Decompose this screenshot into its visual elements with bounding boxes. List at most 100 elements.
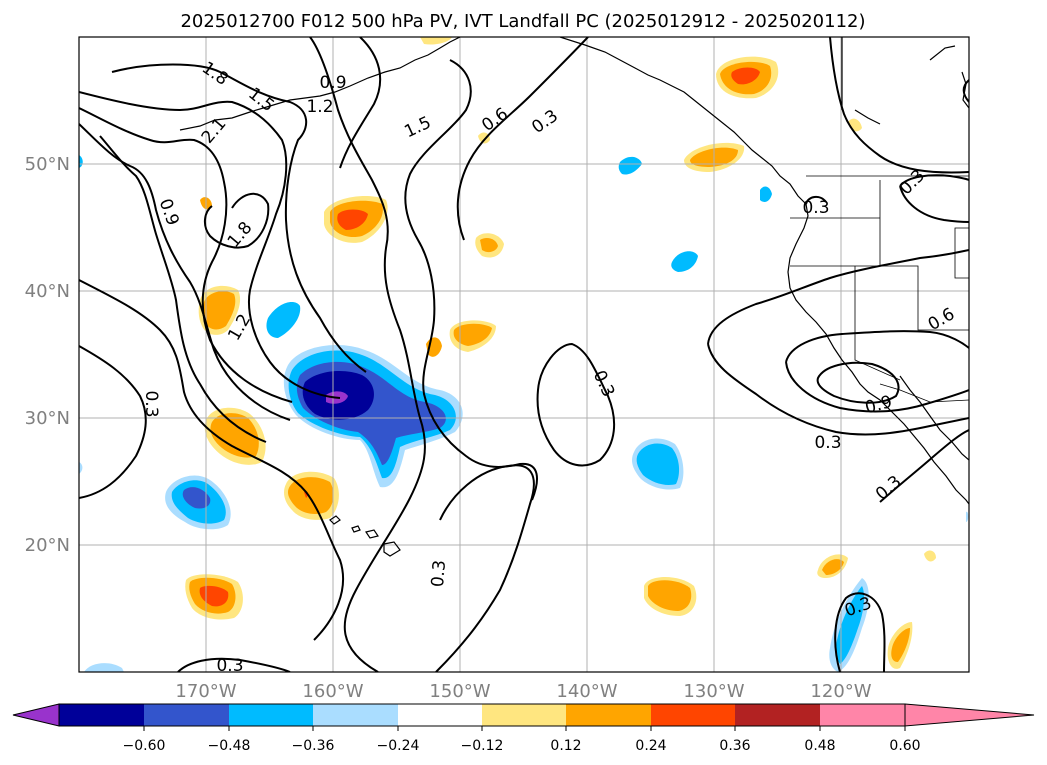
lon-label: 130°W: [683, 681, 744, 702]
contour-7: [79, 345, 147, 499]
neg-blob-a: [266, 302, 301, 338]
contour-26: [805, 196, 827, 205]
pos-blob-g-mid: [480, 238, 498, 253]
colorbar-segment: [735, 704, 820, 726]
gulf-california-coast: [899, 375, 969, 461]
colorbar-tick-label: 0.24: [635, 738, 666, 754]
contour-24: [962, 79, 969, 103]
colorbar-segment: [566, 704, 651, 726]
contour-22: [829, 37, 969, 174]
na-west-coast: [787, 203, 969, 505]
political-borders: [790, 175, 969, 403]
neg-blob-f: [760, 186, 772, 202]
contour-13: [435, 464, 535, 672]
colorbar-segment: [820, 704, 905, 726]
colorbar-tick-label: −0.60: [123, 738, 166, 754]
pos-blob-d-strong: [337, 209, 368, 230]
colorbar-tick-label: 0.48: [804, 738, 835, 754]
pos-blob-l-mid: [822, 559, 844, 575]
neg-blob-k: [79, 155, 83, 168]
colorbar-segment: [144, 704, 229, 726]
contour-17: [785, 330, 969, 363]
contour-23: [899, 174, 969, 223]
contour-25: [177, 657, 291, 672]
pos-blob-k-mid: [648, 580, 692, 611]
lon-label: 170°W: [175, 681, 236, 702]
contour-label: 0.3: [814, 433, 841, 453]
contour-19: [816, 361, 900, 404]
latitude-labels: 50°N 40°N 30°N 20°N: [25, 154, 70, 556]
colorbar-tick-label: −0.12: [461, 738, 504, 754]
colorbar-tick-label: 0.36: [719, 738, 750, 754]
neg-blob-i: [79, 462, 83, 474]
colorbar-extend-left: [12, 703, 60, 727]
colorbar-segment: [482, 704, 566, 726]
contour-4: [79, 123, 291, 421]
us-mexico-border: [879, 383, 969, 403]
neg-blob-h: [84, 663, 124, 672]
contour-16: [707, 343, 969, 436]
contour-6: [79, 279, 345, 641]
neg-blob-e: [671, 251, 698, 272]
pos-blob-a-mid: [210, 413, 259, 458]
colorbar-tick-label: −0.36: [292, 738, 335, 754]
map-area: 1.8 1.5 0.9 1.2 2.1 1.5 0.6 0.3 0.9 1.8 …: [79, 37, 969, 676]
colorbar-tick-label: 0.12: [550, 738, 581, 754]
contour-21: [834, 592, 886, 672]
colorbar-tick-label: −0.24: [377, 738, 420, 754]
neg-blob-d: [618, 156, 642, 175]
pos-blob-n: [924, 550, 936, 562]
contour-20: [879, 429, 969, 503]
neg-blob-g-mid: [835, 586, 865, 664]
contour-label: 0.3: [141, 390, 161, 417]
longitude-labels: 170°W 160°W 150°W 140°W 130°W 120°W: [175, 681, 871, 702]
colorbar-ticks: [143, 726, 906, 731]
lat-label: 50°N: [25, 154, 70, 175]
contour-8: [204, 193, 270, 249]
colorbar-segment: [398, 704, 482, 726]
pos-blob-f-mid: [453, 323, 492, 346]
contour-9: [309, 37, 426, 672]
pos-blob-m-mid: [891, 628, 910, 662]
canada-coast: [841, 37, 956, 125]
contour-18: [785, 361, 969, 413]
contour-label: 0.3: [802, 198, 829, 218]
lon-label: 120°W: [810, 681, 871, 702]
lon-label: 160°W: [302, 681, 363, 702]
colorbar-extend-right: [904, 703, 1035, 727]
contour-15: [707, 249, 969, 345]
lat-label: 30°N: [25, 408, 70, 429]
contour-11: [404, 59, 538, 501]
map-frame: [78, 36, 970, 673]
pos-blob-i-strong: [731, 67, 760, 85]
lat-label: 40°N: [25, 281, 70, 302]
contour-12: [456, 37, 589, 241]
colorbar-segment: [59, 704, 144, 726]
aleutian-coast: [179, 37, 461, 131]
contour-10: [339, 37, 382, 169]
colorbar: −0.60 −0.48 −0.36 −0.24 −0.12 0.12 0.24 …: [12, 703, 1035, 754]
lon-label: 140°W: [556, 681, 617, 702]
colorbar-tick-label: −0.48: [208, 738, 251, 754]
pos-blob-e-strong: [199, 585, 229, 607]
contour-14: [536, 342, 616, 467]
colorbar-tick-label: 0.60: [889, 738, 920, 754]
colorbar-segment: [229, 704, 313, 726]
positive-anomaly-shading: [185, 37, 936, 669]
lat-label: 20°N: [25, 535, 70, 556]
contour-label: 0.9: [319, 73, 346, 93]
lon-label: 150°W: [429, 681, 490, 702]
pos-blob-b-mid: [287, 477, 334, 514]
neg-blob-j: [966, 511, 969, 522]
colorbar-segment: [651, 704, 735, 726]
negative-anomaly-shading: [79, 155, 969, 672]
pos-blob-c-mid: [202, 291, 236, 330]
pv-contours: [79, 37, 969, 672]
coastlines: [179, 37, 969, 557]
alaska-coast: [559, 37, 807, 205]
us-state-borders: [790, 180, 969, 381]
colorbar-tick-labels: −0.60 −0.48 −0.36 −0.24 −0.12 0.12 0.24 …: [123, 738, 921, 754]
colorbar-segment: [313, 704, 398, 726]
contour-label: 0.3: [216, 656, 243, 676]
